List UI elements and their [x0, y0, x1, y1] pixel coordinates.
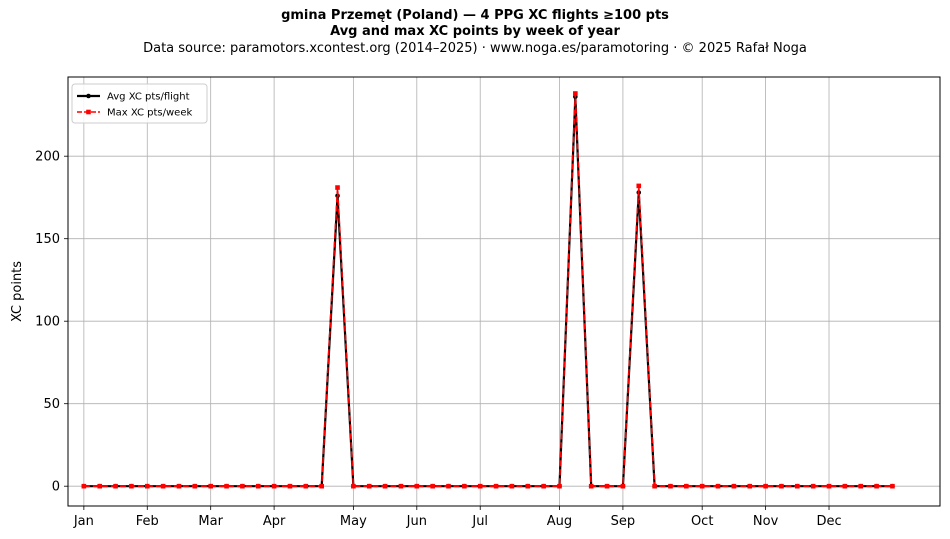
- data-point-max: [224, 483, 229, 489]
- series-line-avg: [83, 95, 893, 488]
- data-point-max: [699, 483, 705, 489]
- data-point-max: [573, 91, 578, 96]
- data-point-max: [430, 483, 435, 489]
- x-tick-label: Jan: [73, 514, 94, 529]
- data-point-max: [604, 483, 610, 489]
- data-point-max: [303, 483, 309, 489]
- data-point-max: [826, 483, 832, 489]
- legend-label-max: Max XC pts/week: [107, 108, 192, 119]
- ticks-layer: Jan Feb Mar Apr May Jun Jul Aug Sep Oct Nov Dec 0 50 1…: [35, 150, 841, 529]
- data-point-max: [462, 483, 467, 489]
- data-point-max: [414, 483, 420, 489]
- series-layer: [81, 91, 895, 489]
- legend-label-avg: Avg XC pts/flight: [107, 92, 190, 103]
- x-tick-label: Mar: [198, 514, 223, 529]
- legend-marker-max: [86, 109, 91, 115]
- data-point-max: [398, 483, 404, 489]
- legend: Avg XC pts/flight Max XC pts/week: [71, 83, 208, 124]
- y-tick-label: 50: [43, 397, 60, 412]
- chart-title: gmina Przemęt (Poland) — 4 PPG XC flight…: [281, 8, 669, 23]
- data-point-max: [366, 483, 372, 489]
- data-point-max: [795, 483, 800, 489]
- plot-frame: [67, 76, 941, 507]
- data-point-max: [319, 483, 324, 489]
- data-point-max: [208, 483, 213, 489]
- data-point-max: [351, 483, 356, 489]
- grid-layer: [68, 77, 940, 506]
- legend-marker-avg: [86, 93, 91, 99]
- data-point-max: [129, 483, 134, 489]
- data-point-max: [525, 483, 531, 489]
- y-tick-label: 200: [35, 150, 60, 165]
- x-tick-label: Apr: [263, 514, 286, 529]
- chart-subtitle: Avg and max XC points by week of year: [330, 24, 620, 39]
- x-tick-label: Jun: [406, 514, 427, 529]
- y-tick-label: 150: [35, 232, 60, 247]
- x-tick-label: May: [340, 514, 367, 529]
- data-point-max: [874, 483, 879, 489]
- y-axis-label: XC points: [10, 261, 25, 322]
- data-point-max: [335, 185, 340, 190]
- data-point-max: [636, 183, 642, 189]
- x-tick-label: Nov: [753, 514, 779, 529]
- x-tick-label: Jul: [471, 514, 488, 529]
- data-point-max: [113, 483, 118, 489]
- x-tick-label: Oct: [691, 514, 713, 529]
- data-point-max: [240, 483, 245, 489]
- data-point-max: [541, 483, 546, 489]
- x-tick-label: Aug: [547, 514, 572, 529]
- data-point-max: [684, 483, 689, 489]
- data-point-max: [747, 483, 753, 489]
- data-point-max: [858, 483, 864, 489]
- chart-source: Data source: paramotors.xcontest.org (20…: [143, 41, 807, 56]
- data-point-max: [731, 483, 737, 489]
- data-point-max: [160, 483, 166, 489]
- data-point-max: [271, 483, 277, 489]
- data-point-max: [763, 483, 768, 489]
- data-point-max: [715, 483, 721, 489]
- data-point-max: [176, 483, 182, 489]
- data-point-max: [652, 483, 657, 489]
- data-point-max: [890, 483, 895, 489]
- x-tick-label: Feb: [136, 514, 159, 529]
- data-point-max: [477, 483, 483, 489]
- data-point-max: [668, 483, 673, 489]
- data-point-max: [192, 483, 198, 489]
- data-point-max: [588, 483, 594, 489]
- data-point-max: [842, 483, 848, 489]
- data-point-max: [81, 483, 87, 489]
- data-point-max: [287, 483, 293, 489]
- legend-box: [71, 83, 208, 124]
- data-point-max: [493, 483, 499, 489]
- data-point-max: [255, 483, 261, 489]
- data-point-max: [382, 483, 388, 489]
- data-point-max: [557, 483, 562, 489]
- data-point-max: [509, 483, 515, 489]
- data-point-max: [810, 483, 816, 489]
- chart-title-block: gmina Przemęt (Poland) — 4 PPG XC flight…: [0, 8, 950, 58]
- series-line-max: [83, 92, 893, 488]
- data-point-max: [144, 483, 150, 489]
- data-point-max: [779, 483, 784, 489]
- y-tick-label: 0: [52, 480, 60, 495]
- data-point-max: [446, 483, 451, 489]
- y-tick-label: 100: [35, 315, 60, 330]
- x-tick-label: Sep: [611, 514, 636, 529]
- data-point-max: [97, 483, 103, 489]
- x-tick-label: Dec: [816, 514, 841, 529]
- data-point-max: [620, 483, 626, 489]
